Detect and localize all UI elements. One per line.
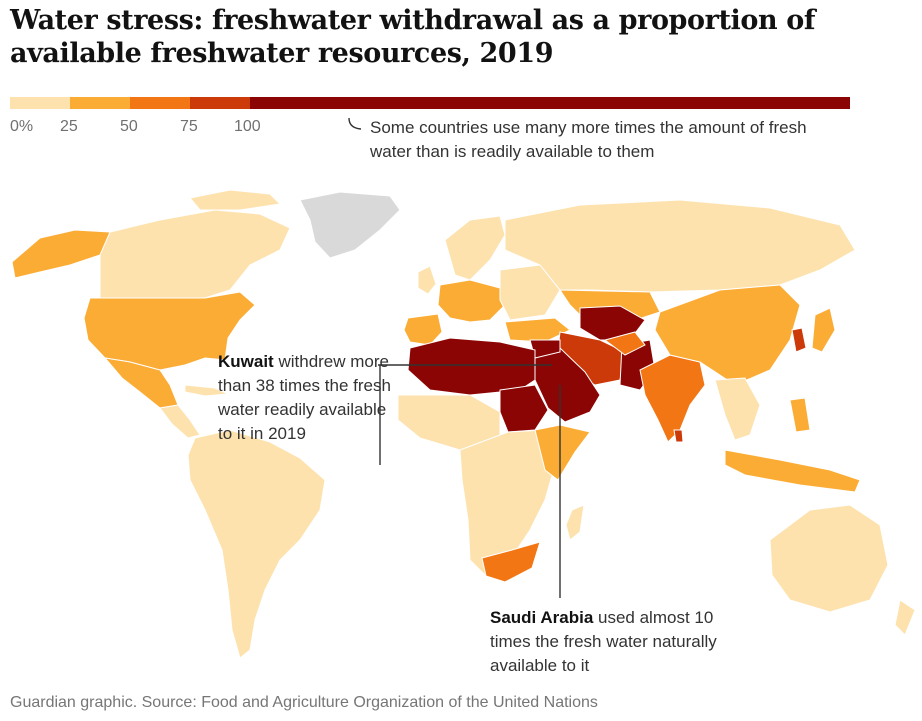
region-indonesia bbox=[724, 449, 861, 493]
legend-color-bar bbox=[10, 97, 850, 109]
region-canada-islands bbox=[189, 189, 282, 211]
legend-tick-75: 75 bbox=[180, 118, 198, 135]
region-greenland bbox=[299, 191, 401, 259]
region-western-europe bbox=[437, 279, 506, 323]
region-usa bbox=[83, 291, 256, 371]
world-map bbox=[11, 189, 916, 659]
annotation-kuwait-text: withdrew more than 38 times the fresh wa… bbox=[218, 352, 391, 443]
region-australia bbox=[769, 504, 889, 613]
region-southern-africa bbox=[481, 541, 541, 583]
legend-segment-25-50 bbox=[70, 97, 130, 109]
legend-note-hook-icon bbox=[348, 118, 362, 130]
region-philippines bbox=[789, 397, 811, 433]
region-turkey bbox=[504, 317, 571, 343]
legend-tick-50: 50 bbox=[120, 118, 138, 135]
chart-title: Water stress: freshwater withdrawal as a… bbox=[10, 5, 816, 69]
region-caribbean bbox=[184, 384, 230, 397]
source-credit: Guardian graphic. Source: Food and Agric… bbox=[10, 694, 598, 711]
annotation-kuwait-country: Kuwait bbox=[218, 352, 274, 371]
region-iberia bbox=[403, 313, 443, 346]
region-arabian-peninsula bbox=[529, 347, 601, 423]
legend-segment-over-100 bbox=[250, 97, 850, 109]
legend-tick-25: 25 bbox=[60, 118, 78, 135]
region-japan bbox=[811, 307, 836, 353]
region-korea bbox=[791, 327, 807, 353]
legend-segment-50-75 bbox=[130, 97, 190, 109]
legend-segment-0-25 bbox=[10, 97, 70, 109]
region-china bbox=[654, 284, 801, 386]
region-uk bbox=[417, 265, 437, 295]
legend-tick-0: 0% bbox=[10, 118, 34, 135]
annotation-saudi-arabia: Saudi Arabia used almost 10 times the fr… bbox=[490, 606, 720, 678]
region-scandinavia bbox=[444, 215, 506, 281]
region-india bbox=[639, 354, 706, 443]
region-canada bbox=[99, 209, 291, 299]
region-southeast-asia bbox=[714, 377, 761, 441]
region-sri-lanka bbox=[673, 429, 684, 443]
region-north-africa bbox=[407, 337, 536, 396]
legend-segment-75-100 bbox=[190, 97, 250, 109]
annotation-saudi-country: Saudi Arabia bbox=[490, 608, 594, 627]
region-madagascar bbox=[565, 504, 585, 541]
legend-tick-100: 100 bbox=[234, 118, 261, 135]
region-south-america bbox=[187, 429, 326, 659]
annotation-kuwait: Kuwait withdrew more than 38 times the f… bbox=[218, 350, 393, 446]
legend-note: Some countries use many more times the a… bbox=[370, 118, 807, 161]
region-russia bbox=[504, 199, 856, 293]
region-new-zealand bbox=[894, 599, 916, 636]
kuwait-leader-line bbox=[378, 364, 552, 465]
region-central-america bbox=[159, 404, 201, 439]
annotation-saudi-text: used almost 10 times the fresh water nat… bbox=[490, 608, 717, 675]
region-afghanistan bbox=[603, 331, 646, 356]
